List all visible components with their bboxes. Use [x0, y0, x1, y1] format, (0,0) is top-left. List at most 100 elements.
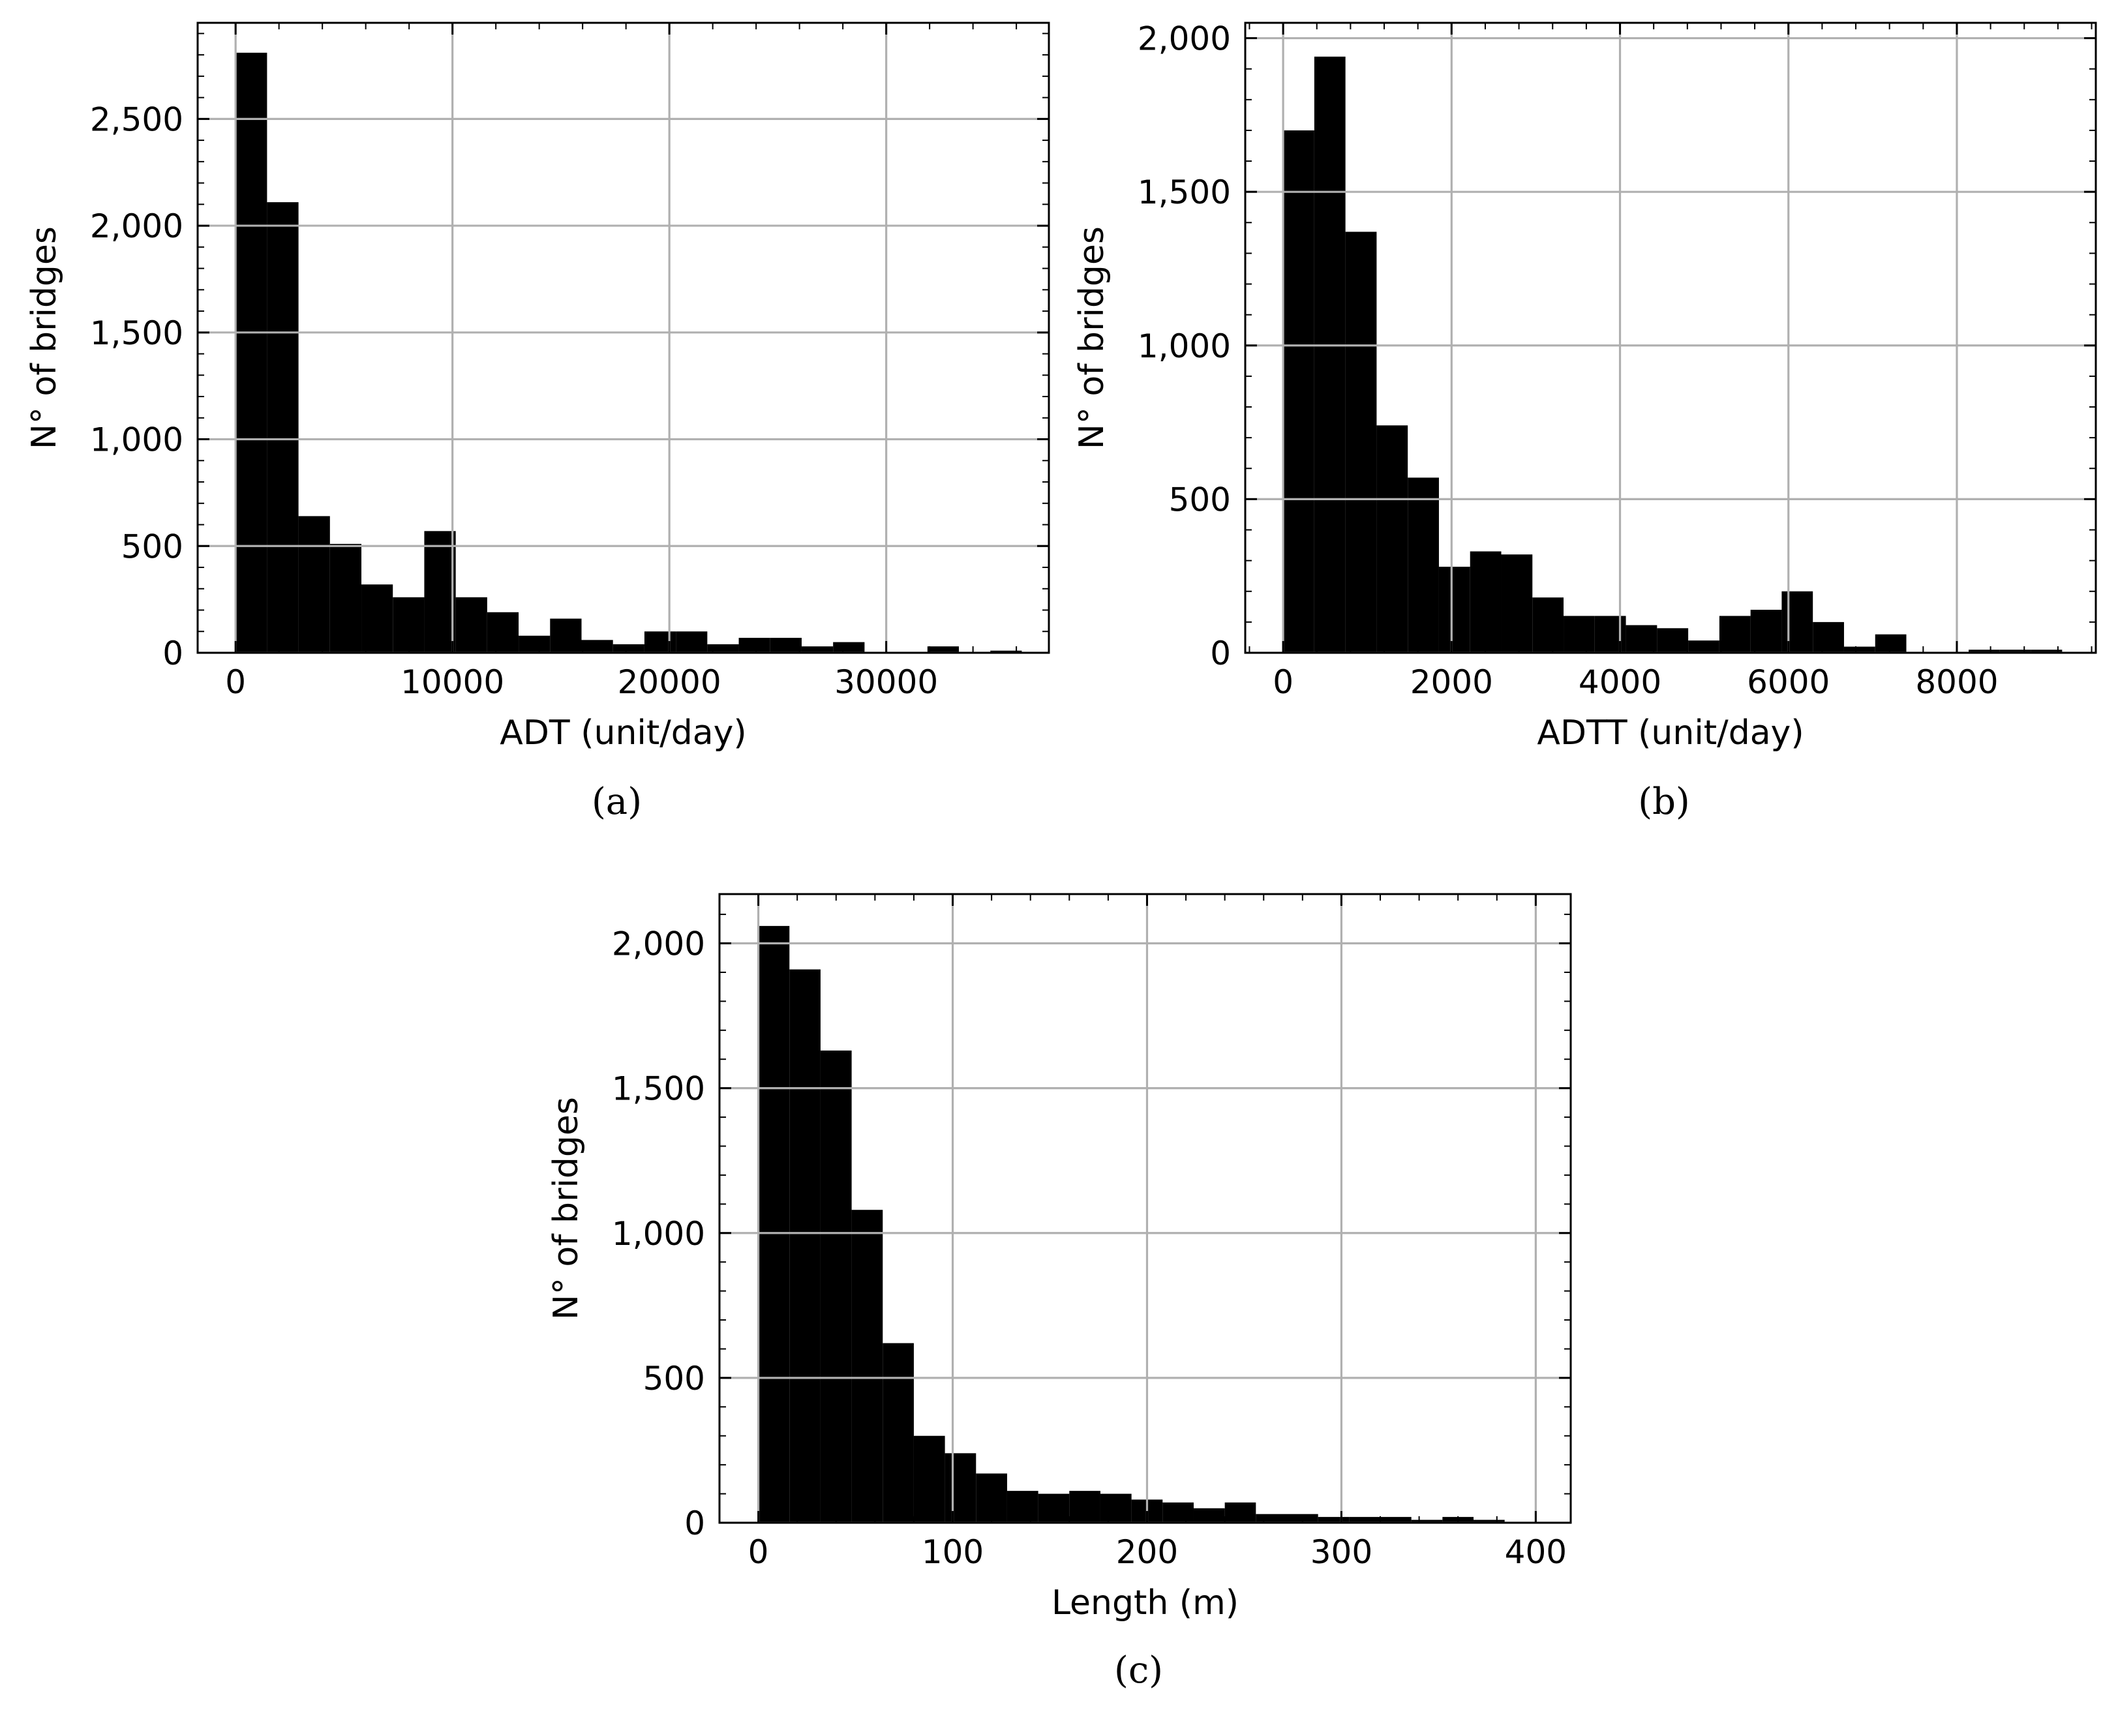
y-tick-label: 500 — [121, 528, 183, 565]
y-tick-label: 1,500 — [612, 1070, 705, 1108]
y-tick-label: 500 — [1169, 481, 1231, 518]
bar — [519, 635, 551, 653]
bar — [424, 531, 456, 653]
bar — [1843, 646, 1875, 653]
panel-caption: (b) — [1638, 781, 1690, 823]
x-axis-label: ADT (unit/day) — [500, 713, 746, 753]
x-tick-label: 0 — [748, 1533, 769, 1571]
bar — [758, 925, 790, 1523]
bar — [487, 612, 519, 653]
bar — [738, 638, 770, 653]
y-tick-label: 1,000 — [612, 1215, 705, 1253]
bar — [1408, 477, 1439, 653]
bar — [801, 646, 834, 653]
bar — [1438, 567, 1470, 653]
bar — [1594, 616, 1626, 653]
bar — [1813, 621, 1844, 653]
bar — [329, 543, 362, 653]
bar — [789, 969, 821, 1523]
y-tick-label: 2,000 — [1138, 20, 1231, 58]
bars — [1283, 56, 2063, 653]
bar — [1162, 1502, 1194, 1523]
x-tick-label: 4000 — [1579, 663, 1661, 701]
y-tick-label: 2,000 — [90, 207, 183, 245]
ticks — [1245, 23, 2096, 654]
bar — [1224, 1502, 1256, 1523]
bar — [707, 644, 739, 653]
axes-frame — [196, 22, 1050, 654]
bar — [883, 1343, 914, 1523]
bar — [1376, 425, 1408, 653]
y-tick-label: 2,000 — [612, 925, 705, 963]
bar — [1657, 628, 1689, 653]
y-tick-label: 500 — [643, 1360, 705, 1398]
chart-panel-1: 0 2000 4000 6000 8000 0 500 1,000 1,500 2,000 ADTT… — [1072, 20, 2097, 823]
bar — [550, 618, 582, 653]
x-tick-label: 30000 — [834, 663, 938, 701]
bar — [1345, 232, 1377, 653]
bar — [1564, 616, 1595, 653]
y-tick-label: 1,000 — [1138, 327, 1231, 365]
y-tick-label: 0 — [684, 1504, 705, 1542]
panel-caption: (c) — [1114, 1649, 1163, 1692]
bar — [945, 1453, 976, 1523]
axes-frame — [718, 893, 1572, 1524]
axes-frame — [1244, 22, 2097, 654]
x-axis-label: Length (m) — [1051, 1583, 1239, 1623]
y-tick-label: 0 — [162, 635, 183, 672]
bar — [455, 597, 487, 653]
bar — [1318, 1517, 1350, 1523]
x-tick-label: 400 — [1505, 1533, 1567, 1571]
bar — [235, 52, 267, 653]
bar — [851, 1210, 883, 1523]
y-tick-label: 0 — [1210, 635, 1231, 672]
bar — [267, 202, 299, 653]
bar — [1750, 610, 1782, 653]
x-tick-label: 100 — [922, 1533, 984, 1571]
bar — [1999, 650, 2031, 653]
x-tick-label: 300 — [1310, 1533, 1372, 1571]
bar — [1470, 551, 1502, 653]
bars — [758, 925, 1505, 1523]
bar — [1781, 591, 1813, 653]
x-tick-label: 10000 — [401, 663, 504, 701]
bar — [927, 646, 960, 653]
bar — [1532, 597, 1564, 653]
bar — [676, 631, 708, 653]
bar — [298, 516, 330, 653]
bar — [1006, 1491, 1038, 1523]
y-tick-label: 1,500 — [90, 314, 183, 352]
bar — [644, 631, 676, 653]
bar — [2031, 650, 2063, 653]
bar — [1969, 650, 2000, 653]
x-tick-label: 20000 — [618, 663, 721, 701]
x-tick-label: 2000 — [1410, 663, 1493, 701]
y-tick-label: 1,000 — [90, 421, 183, 459]
x-tick-label: 200 — [1116, 1533, 1178, 1571]
bar — [1380, 1517, 1412, 1523]
ticks — [719, 894, 1571, 1524]
panel-caption: (a) — [592, 781, 642, 823]
bar — [1501, 554, 1533, 653]
chart-panel-0: 0 10000 20000 30000 0 500 1,000 1,500 2,000 2,500… — [25, 22, 1050, 823]
bar — [1411, 1519, 1443, 1523]
y-tick-label: 1,500 — [1138, 173, 1231, 211]
bar — [913, 1435, 945, 1523]
x-tick-label: 0 — [225, 663, 246, 701]
bar — [1688, 640, 1719, 653]
bar — [1719, 616, 1751, 653]
bar — [1314, 56, 1346, 653]
bar — [820, 1050, 852, 1523]
bar — [1349, 1517, 1381, 1523]
bar — [613, 644, 644, 653]
bar — [1626, 625, 1657, 653]
x-tick-label: 6000 — [1747, 663, 1830, 701]
bar — [393, 597, 425, 653]
bar — [976, 1473, 1007, 1523]
ticks — [198, 23, 1049, 654]
bar — [1193, 1508, 1225, 1523]
bar — [1100, 1493, 1132, 1523]
bar — [1875, 634, 1907, 653]
bar — [1038, 1493, 1070, 1523]
